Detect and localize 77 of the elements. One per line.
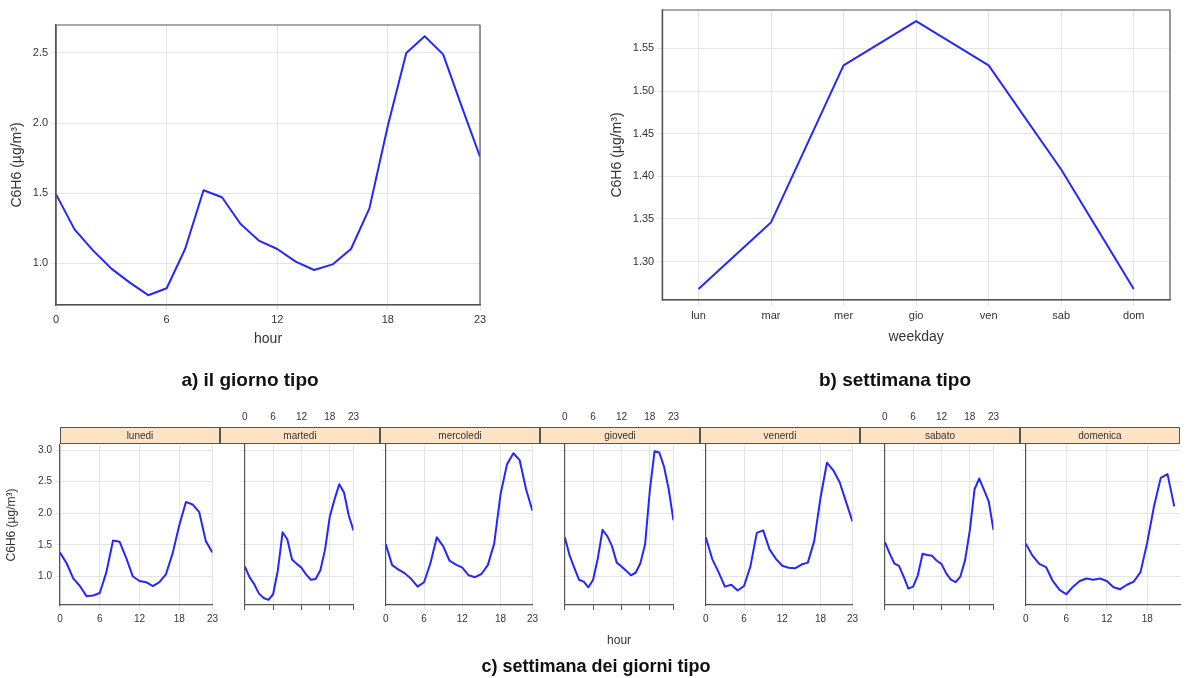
x-tick-label: 23	[667, 410, 680, 422]
x-tick-label: 6	[741, 612, 748, 624]
y-tick-label: 1.55	[632, 41, 655, 54]
y-tick-label: 1.0	[38, 570, 53, 582]
x-tick-label: lun	[691, 308, 706, 321]
x-tick-label: 18	[644, 410, 656, 422]
x-tick-label: 6	[910, 410, 917, 422]
chart-title: lunedi	[60, 427, 220, 444]
y-axis-title: C6H6 (µg/m³)	[608, 112, 625, 198]
x-tick-label: 12	[456, 612, 469, 624]
x-tick-label: 0	[562, 410, 568, 422]
x-axis-title: hour	[254, 330, 283, 347]
x-tick-label: 0	[53, 312, 60, 325]
x-tick-label: dom	[1123, 308, 1145, 321]
chart-title: martedi	[220, 427, 380, 444]
x-tick-label: 23	[347, 410, 360, 422]
y-tick-label: 1.30	[632, 254, 655, 267]
y-tick-label: 1.45	[632, 126, 655, 139]
x-tick-label: 23	[473, 312, 487, 325]
text: c) settimana dei giorni tipo	[480, 656, 712, 677]
y-tick-label: 3.0	[38, 443, 53, 455]
text: b) settimana tipo	[818, 369, 972, 391]
y-tick-label: 2.5	[32, 46, 49, 59]
x-tick-label: 12	[133, 612, 146, 624]
y-tick-label: 1.5	[32, 186, 49, 199]
x-tick-label: 6	[1063, 612, 1070, 624]
x-axis-title: weekday	[887, 328, 944, 345]
chart-title: venerdi	[700, 427, 860, 444]
y-axis-title: C6H6 (µg/m³)	[8, 122, 25, 208]
x-tick-label: 0	[1023, 612, 1029, 624]
x-tick-label: 0	[882, 410, 888, 422]
x-tick-label: 6	[163, 312, 170, 325]
y-tick-label: 2.0	[32, 116, 49, 129]
y-tick-label: 1.0	[32, 256, 49, 269]
x-tick-label: 18	[381, 312, 394, 325]
x-tick-label: ven	[979, 308, 998, 321]
x-tick-label: 6	[270, 410, 277, 422]
x-tick-label: 18	[173, 612, 186, 624]
x-tick-label: 18	[494, 612, 507, 624]
x-tick-label: gio	[908, 308, 924, 321]
y-tick-label: 2.0	[38, 507, 53, 519]
x-tick-label: 6	[421, 612, 428, 624]
y-tick-label: 2.5	[38, 475, 53, 487]
y-tick-label: 1.35	[632, 212, 655, 224]
x-tick-label: mer	[834, 308, 854, 321]
x-tick-label: 6	[590, 410, 597, 422]
x-tick-label: 12	[271, 312, 284, 325]
x-tick-label: 23	[987, 410, 1000, 422]
y-tick-label: 1.50	[632, 84, 655, 97]
x-tick-label: sab	[1052, 308, 1071, 321]
y-tick-label: 1.40	[632, 169, 655, 182]
x-tick-label: 18	[964, 410, 976, 422]
x-tick-label: 0	[703, 612, 709, 624]
x-tick-label: 23	[526, 612, 539, 624]
x-tick-label: 18	[814, 612, 827, 624]
x-tick-label: 23	[846, 612, 859, 624]
x-tick-label: 12	[776, 612, 789, 624]
x-axis-title: hour	[607, 633, 632, 648]
x-tick-label: 0	[383, 612, 389, 624]
x-tick-label: 0	[57, 612, 64, 624]
x-tick-label: 23	[206, 612, 219, 624]
chart-title: mercoledi	[380, 427, 540, 444]
x-tick-label: 12	[935, 410, 948, 422]
x-tick-label: 12	[295, 410, 308, 422]
chart-title: sabato	[860, 427, 1020, 444]
chart-title: domenica	[1020, 427, 1180, 444]
y-axis-title: C6H6 (µg/m³)	[3, 488, 18, 562]
text: a) il giorno tipo	[180, 369, 320, 391]
x-tick-label: 0	[242, 410, 248, 422]
chart-title: giovedi	[540, 427, 700, 444]
y-tick-label: 1.5	[38, 538, 53, 550]
x-tick-label: 18	[1141, 612, 1154, 624]
x-tick-label: 6	[96, 612, 103, 624]
x-tick-label: 12	[1101, 612, 1113, 624]
x-tick-label: 18	[324, 410, 336, 422]
x-tick-label: mar	[761, 308, 781, 321]
x-tick-label: 12	[615, 410, 628, 422]
